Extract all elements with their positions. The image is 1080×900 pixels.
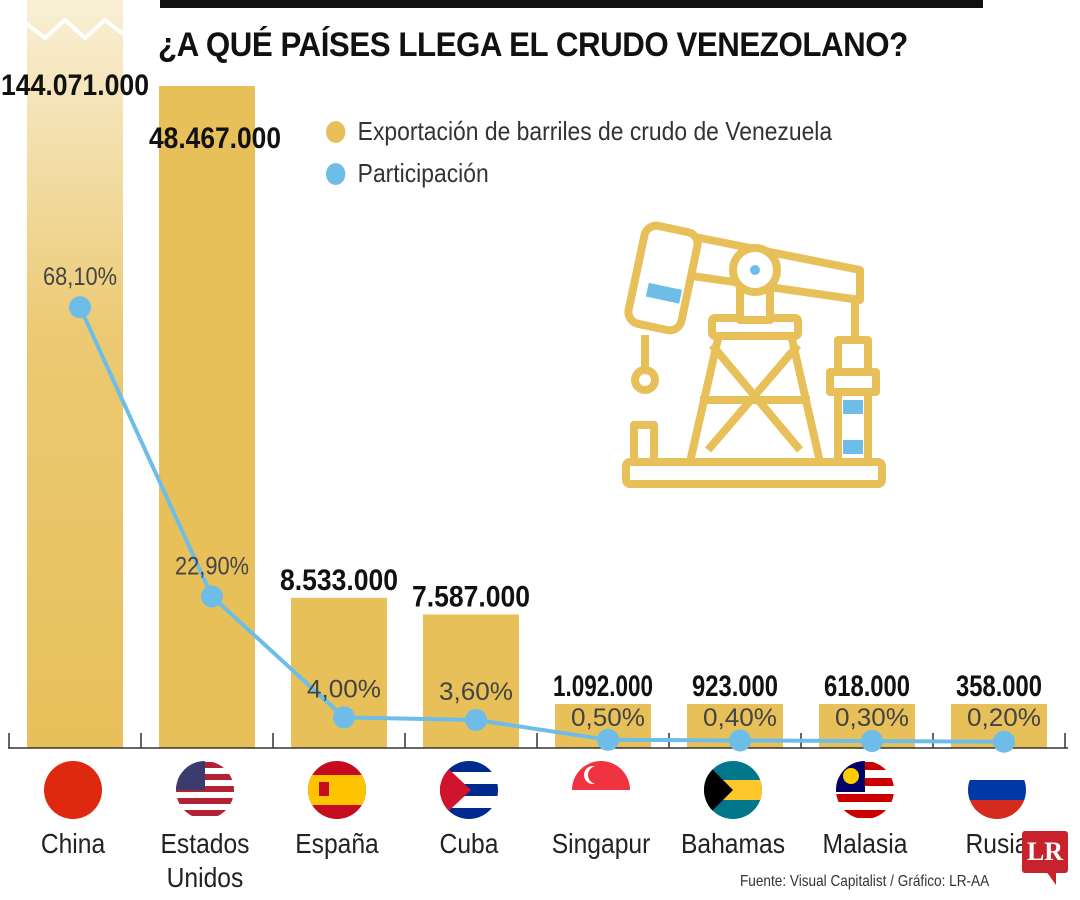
title-rule bbox=[160, 0, 983, 8]
flag-part bbox=[176, 798, 234, 804]
flag-part bbox=[319, 782, 329, 796]
share-label: 4,00% bbox=[307, 675, 381, 703]
share-point bbox=[597, 728, 619, 751]
legend-swatch-bar bbox=[326, 120, 346, 143]
country-label: Rusia bbox=[966, 828, 1029, 860]
flag-cuba bbox=[440, 761, 498, 819]
flag-malaysia bbox=[836, 761, 894, 819]
country-label: Estados bbox=[161, 828, 250, 860]
share-label: 0,20% bbox=[967, 704, 1041, 732]
share-label: 68,10% bbox=[43, 263, 117, 291]
flag-part bbox=[440, 761, 471, 819]
share-label: 0,50% bbox=[571, 704, 645, 732]
flag-usa bbox=[176, 761, 234, 819]
pump-accents bbox=[645, 265, 863, 454]
bar-value-label: 7.587.000 bbox=[412, 580, 530, 613]
flag-part bbox=[836, 810, 894, 818]
flag-part bbox=[44, 761, 102, 819]
lr-logo: LR bbox=[1022, 831, 1068, 885]
bar-value-label: 144.071.000 bbox=[1, 69, 149, 102]
country-label: Singapur bbox=[552, 828, 651, 860]
bar-value-label: 48.467.000 bbox=[149, 122, 281, 155]
flag-china bbox=[44, 761, 102, 819]
flag-part bbox=[176, 761, 205, 790]
legend-swatch-line bbox=[326, 162, 346, 185]
country-label: Malasia bbox=[823, 828, 908, 860]
flag-part bbox=[968, 780, 1026, 800]
country-label: China bbox=[41, 828, 106, 860]
share-point bbox=[465, 708, 487, 731]
country-label: Bahamas bbox=[681, 828, 785, 860]
country-label: Cuba bbox=[440, 828, 499, 860]
share-line bbox=[78, 306, 1005, 744]
flag-bahamas bbox=[704, 761, 762, 819]
share-point bbox=[993, 730, 1015, 753]
share-label: 0,30% bbox=[835, 704, 909, 732]
flag-part bbox=[176, 810, 234, 816]
chart-title: ¿A QUÉ PAÍSES LLEGA EL CRUDO VENEZOLANO? bbox=[158, 26, 908, 64]
source-note: Fuente: Visual Capitalist / Gráfico: LR-… bbox=[740, 873, 990, 890]
bar-value-label: 1.092.000 bbox=[553, 670, 653, 703]
flag-singapore bbox=[572, 761, 630, 819]
country-label: España bbox=[295, 828, 379, 860]
bar-value-label: 618.000 bbox=[824, 670, 910, 703]
flag-part bbox=[440, 808, 498, 819]
legend-item-exports: Exportación de barriles de crudo de Vene… bbox=[326, 116, 832, 147]
axis-break-mark bbox=[25, 17, 125, 41]
bar-china bbox=[27, 0, 123, 748]
flag-part bbox=[440, 761, 498, 772]
bar-value-label: 923.000 bbox=[692, 670, 778, 703]
flag-part bbox=[704, 761, 733, 819]
legend-label: Participación bbox=[357, 158, 489, 188]
share-label: 22,90% bbox=[175, 552, 249, 580]
flag-part bbox=[308, 775, 366, 805]
bar-value-label: 8.533.000 bbox=[280, 564, 398, 597]
flag-part bbox=[836, 794, 894, 802]
flag-part bbox=[588, 766, 606, 784]
bar-value-label: 358.000 bbox=[956, 670, 1042, 703]
share-point bbox=[861, 730, 883, 753]
share-label: 3,60% bbox=[439, 678, 513, 706]
legend-item-share: Participación bbox=[326, 158, 489, 189]
flag-russia bbox=[968, 761, 1026, 819]
bar-estados-unidos bbox=[159, 86, 255, 748]
flag-part bbox=[968, 761, 1026, 780]
share-label: 0,40% bbox=[703, 704, 777, 732]
legend-label: Exportación de barriles de crudo de Vene… bbox=[357, 116, 833, 146]
share-point bbox=[69, 296, 91, 319]
country-label: Unidos bbox=[167, 862, 244, 894]
share-point bbox=[201, 585, 223, 608]
flag-part bbox=[843, 768, 859, 784]
share-point bbox=[333, 706, 355, 729]
flag-part bbox=[968, 800, 1026, 819]
flag-spain bbox=[308, 761, 366, 819]
share-point bbox=[729, 729, 751, 752]
